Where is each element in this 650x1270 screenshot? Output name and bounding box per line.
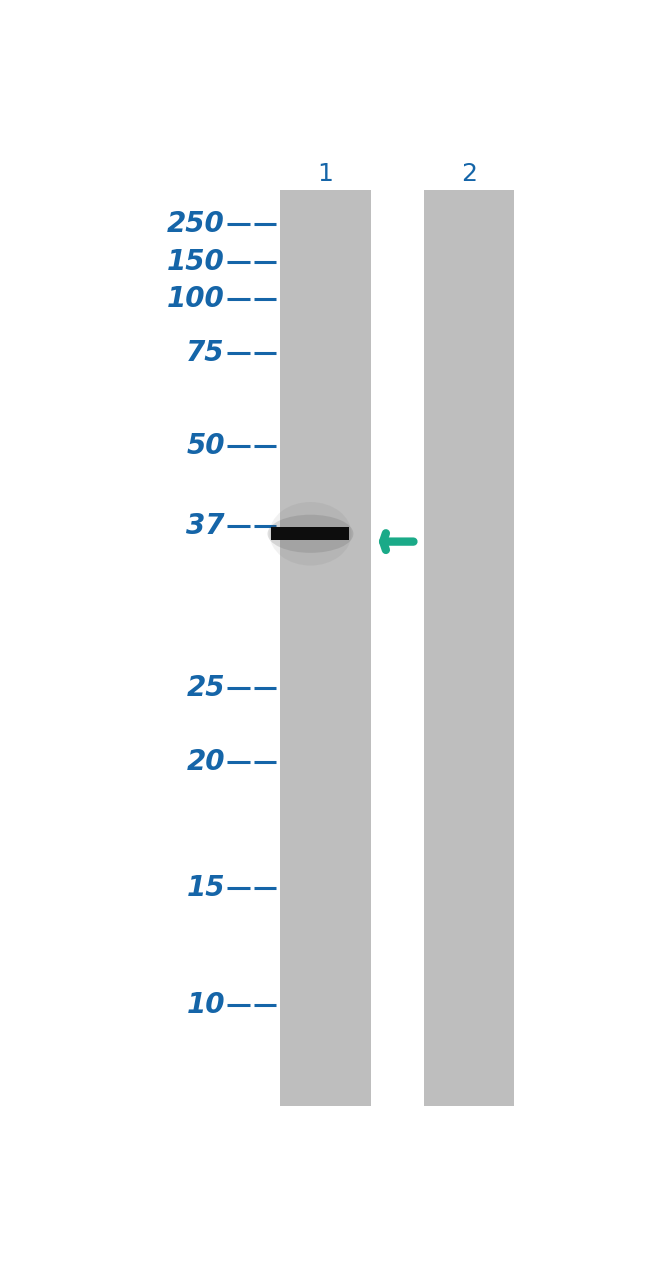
Bar (424, 189, 515, 1106)
Text: 100: 100 (167, 284, 225, 314)
Bar (272, 527, 350, 540)
Text: 250: 250 (167, 210, 225, 237)
Text: 37: 37 (187, 512, 225, 540)
Bar (280, 189, 371, 1106)
Text: 10: 10 (187, 991, 225, 1019)
Ellipse shape (268, 514, 354, 552)
Text: 75: 75 (187, 339, 225, 367)
Text: 25: 25 (187, 674, 225, 702)
Text: 1: 1 (318, 161, 333, 185)
Text: 50: 50 (187, 432, 225, 460)
Text: 15: 15 (187, 874, 225, 902)
Text: 2: 2 (461, 161, 477, 185)
Ellipse shape (270, 502, 352, 565)
Text: 150: 150 (167, 248, 225, 276)
Text: 20: 20 (187, 748, 225, 776)
